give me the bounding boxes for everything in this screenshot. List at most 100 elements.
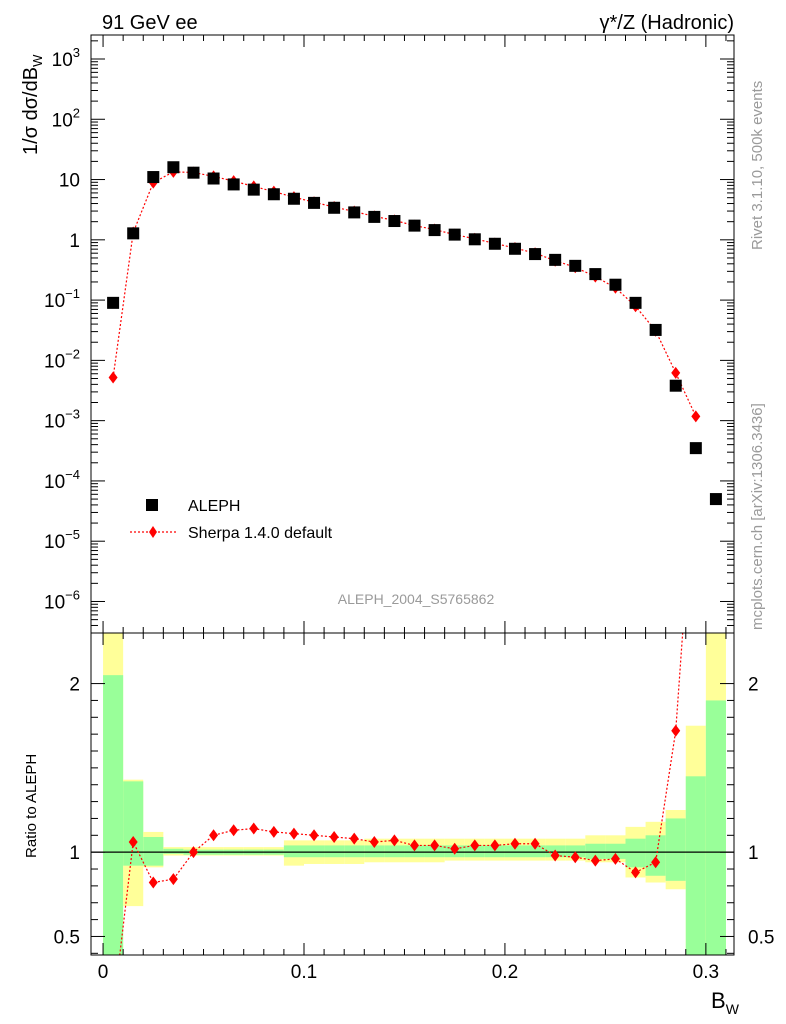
legend-mc-marker — [149, 526, 157, 538]
data-point — [207, 172, 220, 185]
data-point — [569, 259, 582, 272]
mc-point — [108, 371, 118, 384]
mc-ratio-point — [389, 834, 399, 847]
data-point — [368, 210, 381, 223]
x-tick-label: 0 — [98, 962, 109, 983]
ratio-axis-title: Ratio to ALEPH — [23, 754, 40, 858]
data-point — [187, 166, 200, 179]
mc-ratio-point — [570, 851, 580, 864]
stat-uncertainty-band — [143, 836, 164, 866]
mc-ratio-line — [119, 633, 684, 955]
mc-ratio-point — [309, 829, 319, 842]
data-point — [247, 183, 260, 196]
x-axis-title: BW — [711, 988, 740, 1017]
mc-ratio-point — [410, 839, 420, 852]
axis-ticks — [91, 35, 734, 955]
mc-line — [112, 171, 697, 417]
stat-uncertainty-band — [665, 818, 686, 881]
tick-labels: 0 0.1 0.2 0.310310210110−110−210−310−410−51… — [44, 45, 774, 983]
rivet-label: Rivet 3.1.10, 500k events — [749, 81, 766, 250]
data-point — [428, 224, 441, 237]
legend-data-label: ALEPH — [188, 498, 240, 515]
data-point — [408, 219, 421, 232]
data-point — [127, 227, 140, 240]
stat-uncertainty-band — [525, 845, 546, 858]
mc-point — [691, 410, 701, 423]
mc-ratio-point — [188, 846, 198, 859]
stat-uncertainty-band — [605, 843, 626, 859]
y-tick-label: 1 — [69, 231, 80, 252]
energy-label: 91 GeV ee — [102, 12, 198, 34]
main-plot-frame — [90, 34, 735, 634]
mc-point — [671, 366, 681, 379]
stat-uncertainty-band — [625, 838, 646, 868]
stat-uncertainty-band — [163, 848, 184, 854]
x-tick-label: 0.3 — [693, 962, 719, 983]
mc-main-series — [108, 165, 701, 423]
mc-ratio-point — [631, 866, 641, 879]
legend-mc-label: Sherpa 1.4.0 default — [188, 525, 333, 542]
mc-ratio-point — [229, 824, 239, 837]
data-point — [448, 228, 461, 241]
mc-ratio-point — [510, 837, 520, 850]
mc-ratio-point — [450, 842, 460, 855]
data-point — [267, 188, 280, 201]
mcplots-label: mcplots.cern.ch [arXiv:1306.3436] — [749, 403, 766, 630]
data-point — [147, 171, 160, 184]
mc-ratio-point — [249, 822, 259, 835]
data-point — [388, 215, 401, 228]
stat-uncertainty-band — [103, 675, 124, 955]
ratio-bands — [91, 633, 734, 955]
data-point — [488, 237, 501, 250]
y-axis-title: 1/σ dσ/dBW — [20, 54, 45, 155]
y-tick-label: 10−3 — [44, 407, 80, 433]
data-point — [107, 296, 120, 309]
data-main-series — [107, 161, 722, 506]
stat-uncertainty-band — [303, 845, 325, 858]
y-tick-label: 10−1 — [44, 286, 80, 312]
ratio-y-tick-label: 2 — [69, 675, 80, 696]
mc-ratio-point — [269, 825, 279, 838]
data-point — [348, 206, 361, 219]
data-point — [549, 253, 562, 266]
data-point — [529, 248, 542, 261]
y-tick-label: 10 — [59, 171, 80, 192]
ratio-y-tick-label-right: 1 — [748, 843, 759, 864]
data-point — [689, 442, 702, 455]
ratio-y-tick-label: 1 — [69, 843, 80, 864]
y-tick-label: 10−4 — [44, 467, 80, 493]
data-point — [308, 196, 321, 209]
ratio-y-tick-label-right: 2 — [748, 675, 759, 696]
data-point — [328, 201, 341, 214]
process-label: γ*/Z (Hadronic) — [600, 12, 734, 34]
stat-uncertainty-band — [645, 835, 666, 876]
analysis-id: ALEPH_2004_S5765862 — [338, 591, 495, 607]
mc-ratio-point — [430, 839, 440, 852]
mc-ratio-point — [530, 837, 540, 850]
mc-ratio-point — [349, 832, 359, 845]
stat-uncertainty-band — [123, 781, 144, 866]
y-tick-label: 10−2 — [44, 346, 80, 372]
x-tick-label: 0.2 — [492, 962, 518, 983]
mc-ratio-point — [148, 876, 158, 889]
data-point — [629, 296, 642, 309]
stat-uncertainty-band — [283, 845, 304, 858]
mc-ratio-point — [209, 829, 219, 842]
stat-uncertainty-band — [504, 845, 526, 858]
x-tick-label: 0.1 — [291, 962, 317, 983]
y-tick-label: 103 — [52, 45, 80, 71]
data-point — [709, 493, 722, 506]
data-point — [669, 379, 682, 392]
data-point — [167, 161, 180, 174]
ratio-y-tick-label-right: 0.5 — [748, 927, 774, 948]
y-tick-label: 102 — [52, 105, 80, 131]
ratio-plot-frame — [90, 632, 735, 956]
legend: ALEPH Sherpa 1.4.0 default — [130, 498, 333, 542]
data-point — [649, 323, 662, 336]
mc-ratio-point — [369, 836, 379, 849]
data-point — [468, 233, 481, 246]
y-tick-label: 10−5 — [44, 527, 80, 553]
stat-uncertainty-band — [384, 845, 405, 858]
mc-ratio-point — [490, 839, 500, 852]
